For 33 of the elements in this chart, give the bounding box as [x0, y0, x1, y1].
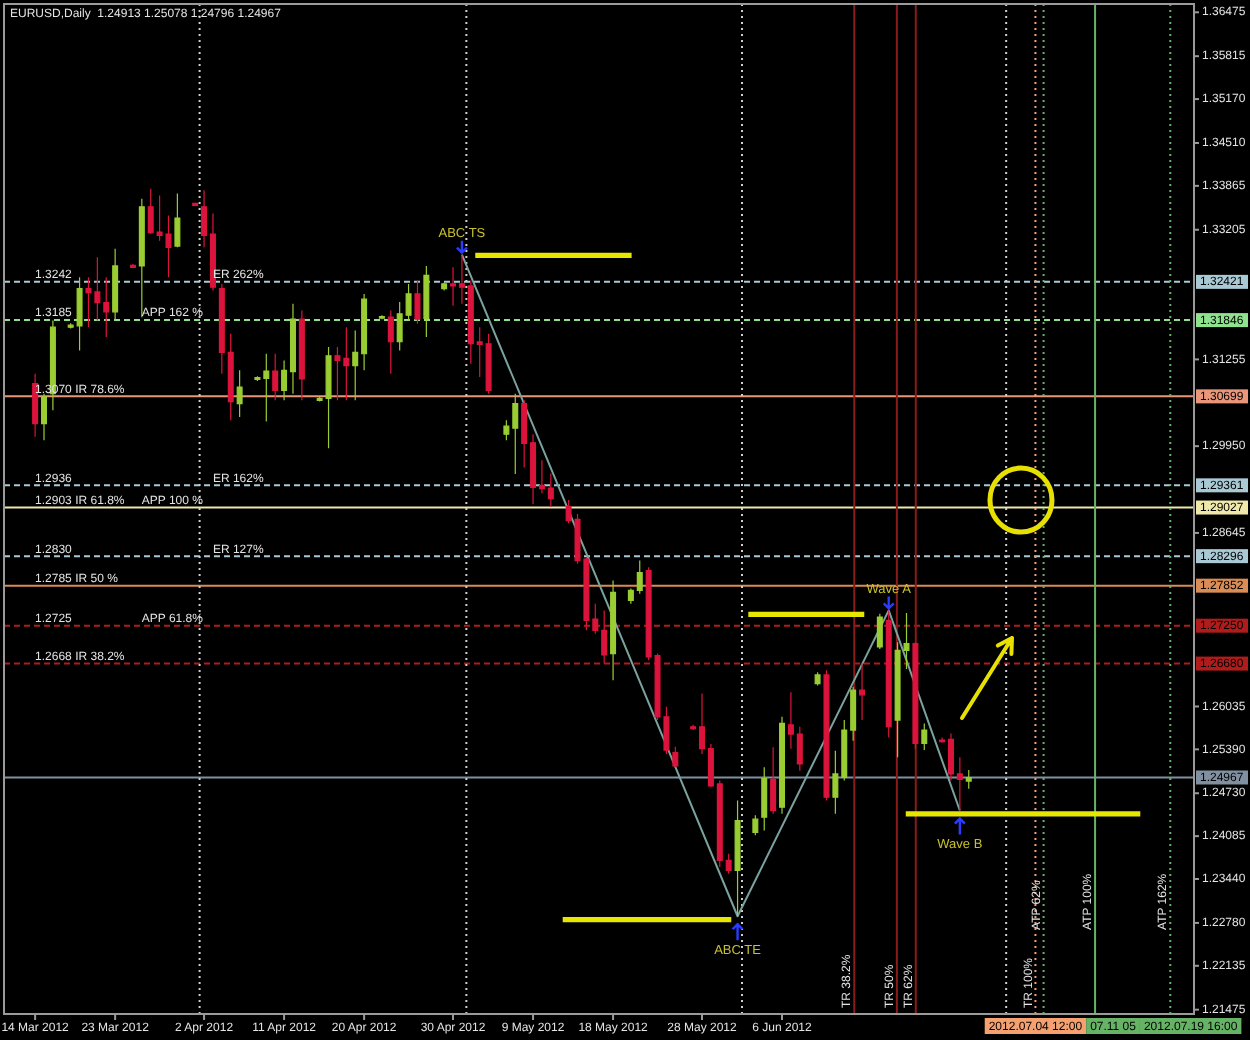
- candlestick: [485, 333, 492, 395]
- candlestick: [814, 671, 821, 687]
- candlestick: [174, 192, 181, 248]
- candlestick: [325, 346, 332, 449]
- candlestick: [112, 248, 119, 320]
- candlestick: [876, 613, 883, 650]
- candlestick: [441, 282, 448, 292]
- candlestick: [387, 309, 394, 375]
- candlestick: [885, 609, 892, 738]
- candlestick: [236, 369, 243, 418]
- candlestick: [912, 641, 919, 750]
- candlestick: [770, 746, 777, 815]
- candlestick: [921, 722, 928, 751]
- candlestick: [859, 662, 866, 721]
- candlestick: [423, 265, 430, 338]
- candlestick: [289, 303, 296, 395]
- candlestick: [32, 373, 39, 438]
- candlestick: [734, 799, 741, 917]
- candlestick: [761, 766, 768, 832]
- candlestick: [779, 716, 786, 815]
- candlestick: [965, 769, 972, 790]
- candlestick: [672, 746, 679, 768]
- candlestick: [41, 393, 48, 441]
- candlestick: [272, 353, 279, 401]
- candlestick: [129, 263, 136, 269]
- candlestick: [752, 814, 759, 836]
- candlestick: [823, 669, 830, 802]
- candlestick: [610, 579, 617, 681]
- candlestick: [298, 309, 305, 401]
- candlestick: [76, 276, 83, 352]
- candlestick: [414, 280, 421, 325]
- candlestick: [138, 198, 145, 318]
- candlestick: [378, 314, 385, 320]
